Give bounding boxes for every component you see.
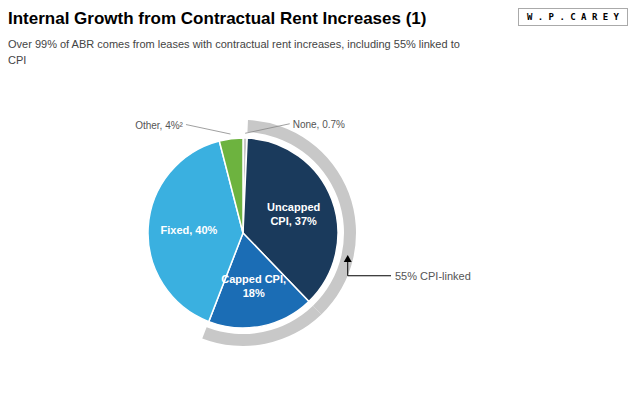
svg-text:UncappedCPI, 37%: UncappedCPI, 37%: [267, 201, 320, 227]
svg-text:Fixed, 40%: Fixed, 40%: [161, 224, 218, 236]
svg-text:Other, 4%²: Other, 4%²: [135, 119, 183, 130]
svg-text:Capped CPI,18%: Capped CPI,18%: [221, 273, 286, 299]
svg-text:None, 0.7%: None, 0.7%: [293, 118, 345, 129]
svg-text:55% CPI-linked: 55% CPI-linked: [395, 270, 471, 282]
html-text:Internal Growth from Contractu: Internal Growth from Contractual Rent In…: [8, 9, 427, 28]
html-text:W . P . C A R E Y: W . P . C A R E Y: [526, 12, 619, 22]
html-text:Over 99% of ABR comes from lea: Over 99% of ABR comes from leases with c…: [8, 38, 460, 66]
